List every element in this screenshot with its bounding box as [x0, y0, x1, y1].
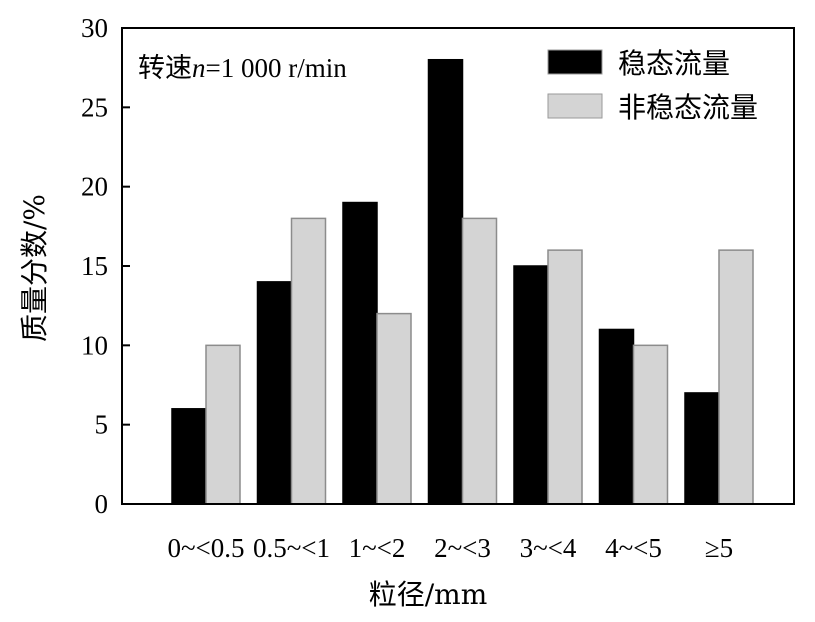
bars — [171, 58, 754, 505]
x-tick-label-2: 0.5~<1 — [253, 533, 330, 563]
bar-steady-flow-1-2 — [342, 201, 378, 505]
bar-steady-flow-0.5-1 — [256, 281, 293, 505]
bar-steady-flow-0-0.5 — [171, 408, 207, 505]
plot-frame — [121, 27, 795, 505]
bar-unsteady-flow-0-0.5 — [205, 344, 241, 505]
bar-steady-flow-5 — [684, 392, 720, 505]
bar-unsteady-flow-3-4 — [547, 249, 583, 505]
speed-annotation: 转速n=1 000 r/min — [138, 53, 347, 84]
y-axis-title: 质量分数/% — [18, 194, 51, 342]
bar-unsteady-flow-4-5 — [632, 344, 669, 505]
x-tick-label-3: 1~<2 — [349, 533, 406, 563]
x-axis-tick-labels: 0~<0.5 0.5~<1 1~<2 2~<3 3~<4 4~<5 ≥5 — [167, 533, 733, 563]
x-tick-label-4: 2~<3 — [434, 533, 491, 563]
bar-steady-flow-4-5 — [598, 328, 635, 505]
bar-unsteady-flow-2-3 — [461, 217, 498, 505]
y-tick-label-15: 15 — [81, 251, 108, 281]
legend-label-steady-flow: 稳态流量 — [618, 47, 730, 80]
y-tick-label-10: 10 — [81, 330, 108, 360]
y-tick-label-5: 5 — [95, 410, 109, 440]
x-tick-label-1: 0~<0.5 — [167, 533, 244, 563]
bar-unsteady-flow-0.5-1 — [290, 217, 327, 505]
x-tick-label-5: 3~<4 — [520, 533, 577, 563]
speed-annotation-prefix: 转速 — [138, 53, 192, 84]
y-tick-label-20: 20 — [81, 172, 108, 202]
y-tick-label-30: 30 — [81, 13, 108, 43]
bar-steady-flow-3-4 — [513, 265, 549, 505]
y-axis-ticks — [122, 27, 130, 505]
bar-unsteady-flow-5 — [718, 249, 754, 505]
legend-swatch-unsteady-flow — [547, 93, 603, 119]
y-tick-label-25: 25 — [81, 92, 108, 122]
y-axis-tick-labels: 0 5 10 15 20 25 30 — [81, 13, 108, 519]
speed-annotation-value: =1 000 r/min — [206, 53, 348, 83]
bar-unsteady-flow-1-2 — [376, 312, 412, 505]
x-tick-label-6: 4~<5 — [605, 533, 662, 563]
legend-swatch-steady-flow — [547, 49, 603, 75]
legend: 稳态流量 非稳态流量 — [547, 47, 758, 124]
x-tick-label-7: ≥5 — [705, 533, 733, 563]
legend-label-unsteady-flow: 非稳态流量 — [618, 91, 758, 124]
bar-steady-flow-2-3 — [427, 58, 464, 505]
y-tick-label-0: 0 — [95, 489, 109, 519]
x-axis-title: 粒径/mm — [369, 578, 488, 611]
speed-annotation-variable: n — [192, 53, 206, 83]
